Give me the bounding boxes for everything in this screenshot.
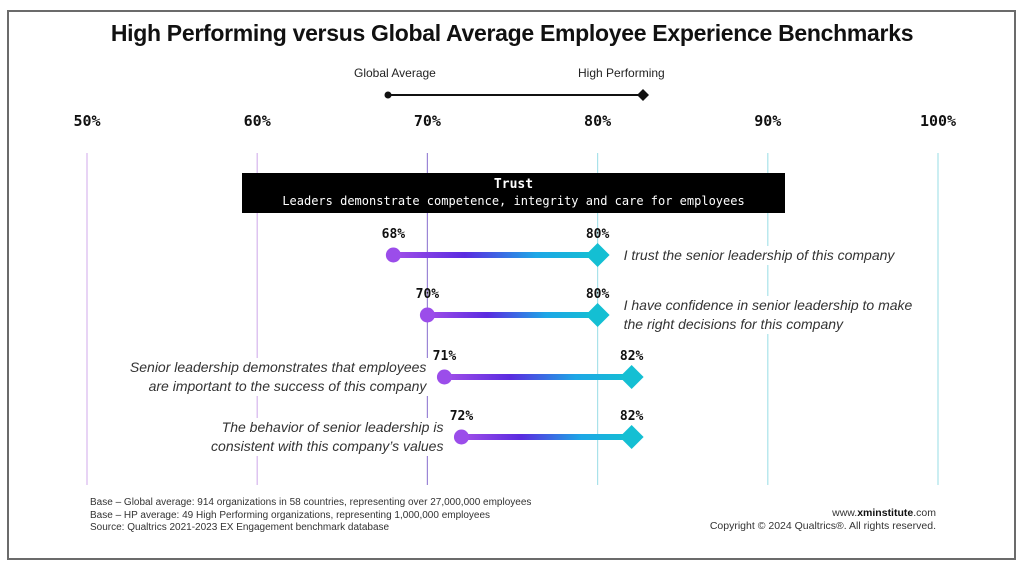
footnote-hp-base: Base – HP average: 49 High Performing or…	[90, 509, 491, 521]
dumbbell-row-2	[419, 303, 610, 327]
dumbbell-row-3	[436, 365, 644, 389]
high-performing-value: 80%	[585, 287, 610, 302]
chart-frame	[7, 10, 1016, 560]
global-average-marker	[453, 429, 469, 445]
copyright: Copyright © 2024 Qualtrics®. All rights …	[709, 520, 936, 532]
item-label-line: Senior leadership demonstrates that empl…	[129, 359, 427, 375]
high-performing-marker	[585, 243, 610, 267]
high-performing-value: 82%	[619, 349, 644, 364]
legend-global-average: Global Average	[354, 66, 436, 80]
global-average-marker	[436, 369, 452, 385]
dumbbell-row-1	[385, 243, 610, 267]
category-title: Trust	[493, 177, 534, 192]
global-average-value: 70%	[415, 287, 440, 302]
x-tick-label-50: 50%	[73, 112, 101, 130]
dumbbell-row-4	[453, 425, 644, 449]
item-label: I trust the senior leadership of this co…	[621, 245, 897, 265]
legend-high-performing: High Performing	[578, 66, 665, 80]
item-label-line: I trust the senior leadership of this co…	[623, 246, 895, 263]
high-performing-marker	[585, 303, 610, 327]
dumbbell-bar	[393, 252, 598, 258]
dumbbell-bar	[461, 434, 632, 440]
dumbbell-bar	[444, 374, 632, 380]
item-label: The behavior of senior leadership is cons…	[209, 418, 446, 456]
global-average-value: 68%	[381, 227, 406, 242]
category-subtitle: Leaders demonstrate competence, integrit…	[282, 194, 745, 208]
x-tick-label-80: 80%	[584, 112, 612, 130]
dumbbell-bar	[427, 312, 598, 318]
legend-diamond-icon	[637, 89, 649, 101]
high-performing-marker	[619, 365, 644, 389]
x-tick-label-90: 90%	[754, 112, 782, 130]
credit: www.xminstitute.com Copyright © 2024 Qua…	[710, 507, 936, 533]
x-tick-label-70: 70%	[413, 112, 441, 130]
high-performing-marker	[619, 425, 644, 449]
global-average-marker	[419, 307, 435, 323]
item-label: I have confidence in senior leadership t…	[621, 296, 915, 334]
item-label-line: are important to the success of this com…	[148, 378, 427, 394]
item-label-line: consistent with this company’s values	[211, 438, 444, 454]
x-tick-label-60: 60%	[243, 112, 271, 130]
footnote-global-base: Base – Global average: 914 organizations…	[90, 497, 532, 508]
high-performing-value: 82%	[619, 409, 644, 424]
footnotes: Base – Global average: 914 organizations…	[90, 497, 531, 535]
high-performing-value: 80%	[585, 227, 610, 242]
item-label-line: The behavior of senior leadership is	[221, 419, 444, 435]
x-tick-label-100: 100%	[919, 112, 957, 130]
item-label: Senior leadership demonstrates that empl…	[127, 358, 429, 396]
item-label-line: I have confidence in senior leadership t…	[623, 297, 913, 313]
category-banner: Trust Leaders demonstrate competence, in…	[242, 173, 785, 213]
item-label-line: the right decisions for this company	[623, 316, 844, 332]
website-link[interactable]: www.xminstitute.com	[832, 507, 936, 519]
footnote-source: Source: Qualtrics 2021-2023 EX Engagemen…	[90, 522, 390, 533]
chart-title: High Performing versus Global Average Em…	[110, 20, 914, 46]
legend-circle-icon	[384, 91, 392, 99]
global-average-value: 71%	[432, 349, 457, 364]
global-average-value: 72%	[449, 409, 474, 424]
global-average-marker	[385, 247, 401, 263]
